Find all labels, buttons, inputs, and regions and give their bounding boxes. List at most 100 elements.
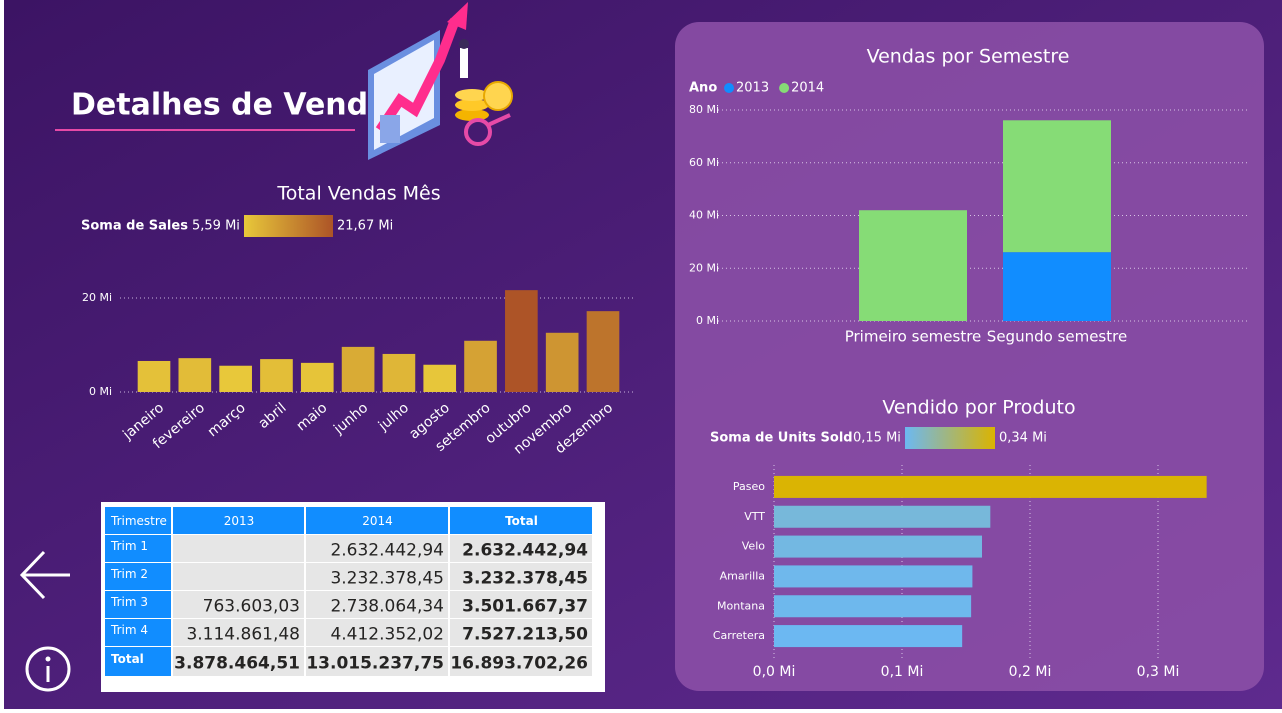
bar-segment	[1003, 252, 1111, 321]
color-scale-title: Soma de Units Sold	[710, 431, 853, 446]
table-cell-text: 763.603,03	[203, 597, 300, 617]
table-cell	[450, 591, 592, 618]
bar	[774, 505, 991, 528]
table-cell	[173, 619, 304, 646]
table-cell	[105, 591, 171, 618]
y-tick-label: Carretera	[713, 629, 765, 642]
y-tick-label: 0 Mi	[89, 385, 112, 398]
color-scale-max: 0,34 Mi	[999, 431, 1047, 446]
legend-title: Ano	[689, 81, 717, 96]
color-scale-min: 5,59 Mi	[192, 219, 240, 234]
table-cell	[105, 507, 171, 534]
table-cell	[306, 535, 448, 562]
y-tick-label: Amarilla	[720, 569, 765, 582]
table-cell-text: 4.412.352,02	[330, 625, 444, 645]
table-cell	[450, 507, 592, 534]
table-cell	[306, 647, 448, 676]
bar-segment	[1003, 120, 1111, 253]
table-cell-text: 2.738.064,34	[330, 597, 444, 617]
table-cell	[306, 507, 448, 534]
y-tick-label: 40 Mi	[689, 209, 719, 222]
table-cell	[306, 563, 448, 590]
y-tick-label: 20 Mi	[82, 291, 112, 304]
table-cell	[105, 647, 171, 676]
table-cell-text: 3.232.378,45	[462, 569, 588, 589]
table-cell-text: 3.878.464,51	[174, 654, 300, 674]
table-cell	[450, 535, 592, 562]
table-cell-text: 2.632.442,94	[462, 541, 588, 561]
bar	[586, 311, 620, 392]
bar-segment	[859, 210, 967, 321]
bar	[260, 359, 293, 392]
legend-label: 2013	[736, 81, 769, 96]
table-header: 2013	[224, 514, 255, 528]
illustration	[368, 2, 513, 160]
y-tick-label: 0 Mi	[696, 314, 719, 327]
bar	[382, 353, 416, 392]
bar	[219, 365, 252, 392]
table-cell	[105, 535, 171, 562]
table-row-label: Trim 2	[110, 567, 148, 581]
x-tick-label: Segundo semestre	[987, 328, 1127, 346]
table-cell	[105, 619, 171, 646]
table-cell	[173, 591, 304, 618]
table-cell	[450, 563, 592, 590]
table-cell-text: 3.501.667,37	[462, 597, 588, 617]
table-row-label: Trim 4	[110, 623, 148, 637]
bar	[774, 535, 982, 558]
table-cell	[306, 591, 448, 618]
legend-marker	[779, 83, 790, 93]
table-row-label: Trim 3	[110, 595, 148, 609]
table-cell-text: 13.015.237,75	[306, 654, 444, 674]
table-cell	[173, 647, 304, 676]
table-cell	[306, 619, 448, 646]
y-tick-label: VTT	[744, 510, 765, 523]
bar	[774, 565, 973, 588]
table-cell	[173, 535, 304, 562]
bar	[300, 362, 334, 392]
chart-title: Total Vendas Mês	[276, 183, 440, 205]
table-header: Total	[505, 514, 538, 528]
table-cell	[173, 563, 304, 590]
color-scale-title: Soma de Sales	[81, 219, 188, 234]
bar	[178, 358, 212, 392]
table-cell-text: 16.893.702,26	[450, 654, 588, 674]
table-cell-text: 3.114.861,48	[186, 625, 300, 645]
legend-marker	[724, 83, 734, 93]
table-cell-text: 3.232.378,45	[330, 569, 444, 589]
table-header: 2014	[362, 514, 393, 528]
info-button[interactable]	[25, 646, 71, 692]
chart-title: Vendas por Semestre	[867, 46, 1070, 68]
y-tick-label: 80 Mi	[689, 103, 719, 116]
bar	[505, 290, 538, 392]
table-cell-text: 2.632.442,94	[330, 541, 444, 561]
bar	[545, 332, 579, 392]
bar	[341, 346, 375, 392]
table-cell	[450, 647, 592, 676]
bar	[137, 360, 171, 392]
color-scale-min: 0,15 Mi	[853, 431, 901, 446]
color-scale-max: 21,67 Mi	[337, 219, 393, 234]
bar	[464, 340, 497, 392]
chart-title: Vendido por Produto	[882, 397, 1075, 419]
right-panel	[675, 22, 1264, 691]
y-tick-label: 20 Mi	[689, 261, 719, 274]
y-tick-label: Paseo	[733, 480, 765, 493]
bar	[774, 595, 972, 618]
y-tick-label: Montana	[717, 599, 765, 612]
color-scale-bar	[905, 427, 995, 449]
y-tick-label: Velo	[742, 540, 765, 553]
x-tick-label: 0,1 Mi	[881, 664, 924, 680]
table-row-label: Total	[111, 652, 144, 666]
y-tick-label: 60 Mi	[689, 156, 719, 169]
x-tick-label: 0,3 Mi	[1137, 664, 1180, 680]
legend-label: 2014	[791, 81, 824, 96]
x-tick-label: 0,2 Mi	[1009, 664, 1052, 680]
back-button[interactable]	[19, 550, 70, 600]
table-header: Trimestre	[110, 514, 167, 528]
table-cell	[105, 563, 171, 590]
table-row-label: Trim 1	[110, 539, 148, 553]
bar	[774, 625, 963, 648]
page-title: Detalhes de Venda	[71, 88, 388, 123]
